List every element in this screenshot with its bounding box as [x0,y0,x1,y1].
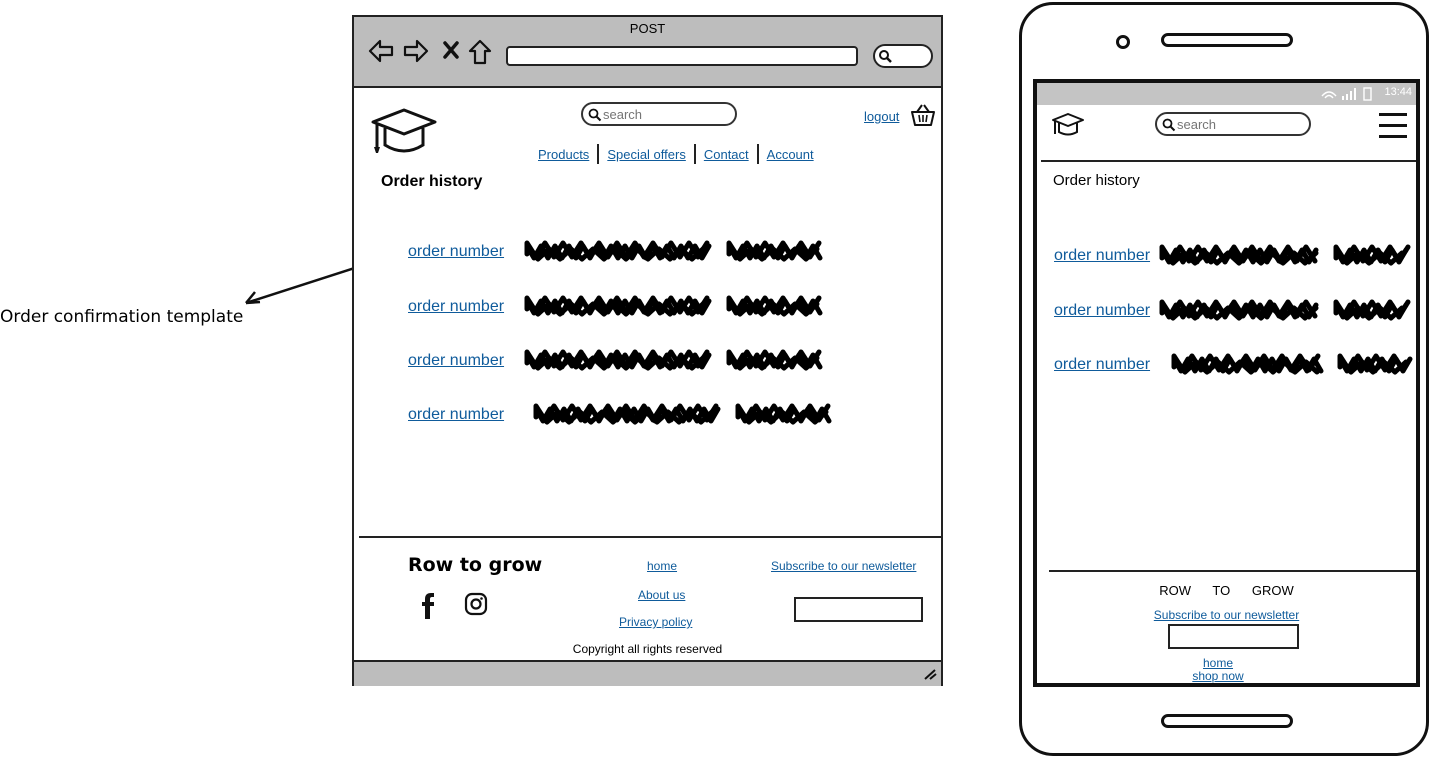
signal-wifi-battery-icon [1321,87,1372,101]
newsletter-subscribe-link[interactable]: Subscribe to our newsletter [1153,608,1300,622]
facebook-icon[interactable] [420,592,436,620]
graduation-cap-logo[interactable] [1051,111,1085,139]
order-number-link[interactable]: order number [408,243,505,260]
footer-divider [1049,570,1416,572]
page-title: Order history [381,173,483,190]
browser-toolbar: POST [354,17,941,88]
redacted-order-details [524,295,823,317]
scribble-stroke [1171,359,1320,375]
order-number-link[interactable]: order number [1054,302,1151,319]
scribble-stroke [1159,250,1319,266]
graduation-cap-logo[interactable] [371,107,437,155]
address-bar[interactable] [506,46,858,66]
footer-divider [359,536,941,538]
scribble-stroke [726,355,820,371]
phone-frame: 13:44 Order history order number order n… [1019,2,1429,756]
search-input[interactable] [1177,115,1305,133]
scribble-stroke [1159,244,1318,264]
scribble-stroke [524,246,706,262]
footer-home-link[interactable]: home [647,559,678,573]
menu-bar [1379,135,1407,138]
hamburger-menu-icon[interactable] [1379,113,1407,139]
search-bar[interactable] [1155,112,1311,136]
order-number-link[interactable]: order number [1054,356,1151,373]
redacted-order-details [1159,299,1411,321]
scribble-stroke [533,409,715,425]
browser-window: POST logout [352,15,943,686]
redacted-order-details [524,240,823,262]
search-input[interactable] [603,105,731,123]
footer-shop-link[interactable]: shop now [1192,669,1244,683]
phone-status-bar: 13:44 [1037,83,1416,105]
redacted-order-details [1171,353,1413,375]
scribble-stroke [524,355,706,371]
page-title: Order history [1053,172,1140,189]
resize-handle-icon[interactable] [922,667,938,681]
scribble-stroke [1333,250,1405,266]
footer-privacy-link[interactable]: Privacy policy [619,615,693,629]
nav-divider [597,144,600,164]
nav-contact[interactable]: Contact [703,146,749,162]
redacted-order-details [524,349,823,371]
request-method: POST [629,21,666,36]
menu-bar [1379,113,1407,116]
scribble-stroke [1337,353,1406,373]
instagram-icon[interactable] [464,592,488,616]
annotation-label: Order confirmation template [0,307,244,327]
scribble-stroke [1337,359,1409,375]
newsletter-email-field[interactable] [794,597,923,622]
order-number-link[interactable]: order number [408,352,505,369]
newsletter-email-field[interactable] [1168,624,1299,649]
nav-account[interactable]: Account [766,146,814,162]
phone-screen: 13:44 Order history order number order n… [1033,79,1420,687]
scribble-stroke [1159,305,1319,321]
stop-icon[interactable] [442,40,460,60]
redacted-order-details [533,403,832,425]
search-icon [588,108,602,122]
nav-divider [756,144,759,164]
scribble-stroke [726,301,820,317]
search-icon [1162,118,1176,132]
logout-link[interactable]: logout [864,109,900,124]
back-arrow-icon[interactable] [367,38,395,64]
nav-divider [693,144,696,164]
phone-speaker [1161,33,1293,47]
nav-special-offers[interactable]: Special offers [607,146,686,162]
search-bar[interactable] [581,102,737,126]
browser-status-bar [354,660,941,686]
newsletter-subscribe-link[interactable]: Subscribe to our newsletter [771,559,917,573]
footer-home-link[interactable]: home [1202,656,1234,670]
phone-home-button [1161,714,1293,728]
footer-brand: Row to grow [408,554,543,576]
scribble-stroke [524,301,706,317]
main-nav: Products Special offers Contact Account [538,144,814,164]
status-time: 13:44 [1384,86,1412,98]
scribble-stroke [735,409,829,425]
order-number-link[interactable]: order number [408,298,505,315]
footer-brand: ROW TO GROW [1159,583,1294,598]
redacted-order-details [1159,244,1411,266]
footer-about-link[interactable]: About us [638,588,686,602]
camera-dot [1116,35,1130,49]
menu-bar [1379,124,1407,127]
browser-search-button[interactable] [873,44,933,68]
forward-arrow-icon[interactable] [402,38,430,64]
order-number-link[interactable]: order number [408,406,505,423]
search-icon [879,50,892,63]
home-icon[interactable] [467,38,493,66]
nav-products[interactable]: Products [538,146,590,162]
header-divider [1041,160,1416,162]
scribble-stroke [1159,299,1318,319]
scribble-stroke [1333,305,1405,321]
order-number-link[interactable]: order number [1054,247,1151,264]
scribble-stroke [726,246,820,262]
copyright-text: Copyright all rights reserved [572,642,723,656]
basket-icon[interactable] [910,103,936,127]
